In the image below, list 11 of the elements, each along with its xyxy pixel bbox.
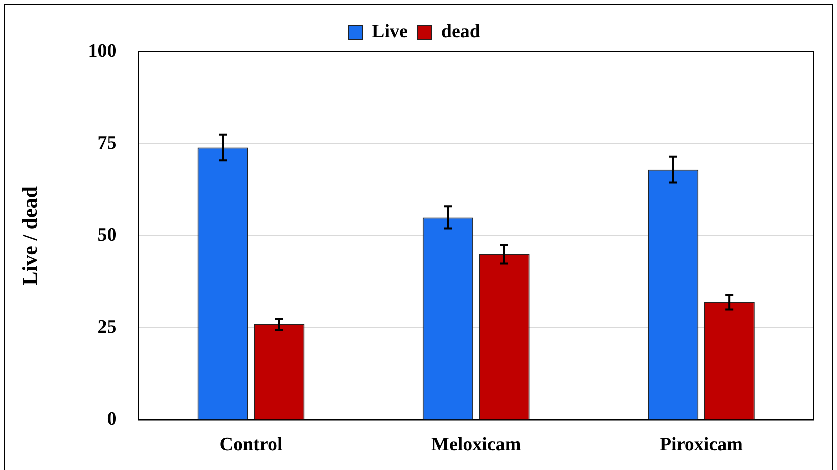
- legend-label: Live: [372, 21, 408, 42]
- y-tick-label: 50: [98, 225, 117, 246]
- y-tick-label: 75: [98, 132, 117, 154]
- legend-label: dead: [441, 21, 481, 42]
- y-tick-label: 100: [88, 40, 117, 62]
- y-tick-label: 25: [98, 317, 117, 338]
- x-tick-label: Control: [220, 434, 283, 456]
- x-tick-label: Meloxicam: [432, 434, 522, 456]
- x-tick-label: Piroxicam: [660, 434, 744, 456]
- y-tick-label: 0: [107, 409, 117, 430]
- y-axis-title: Live / dead: [18, 186, 42, 286]
